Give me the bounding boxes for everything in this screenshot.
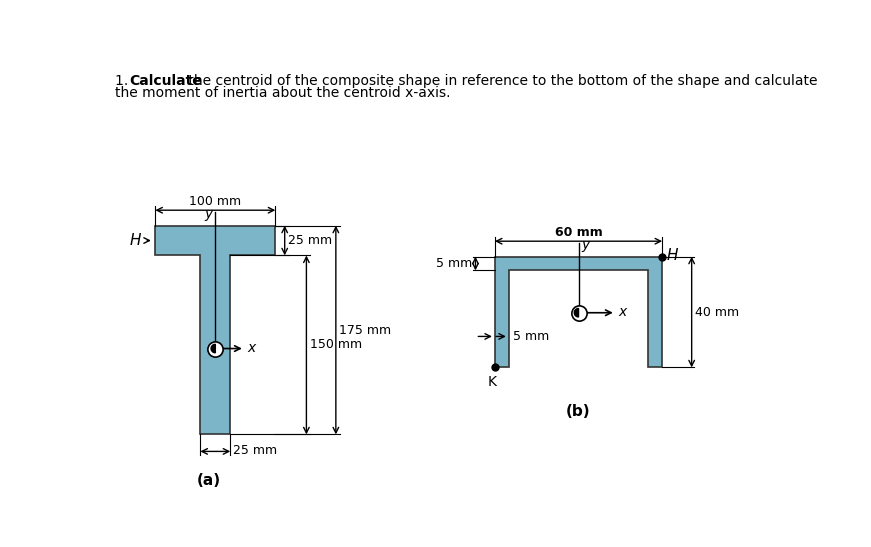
Text: 25 mm: 25 mm (287, 234, 332, 247)
Text: 175 mm: 175 mm (339, 323, 391, 336)
Text: 40 mm: 40 mm (695, 306, 739, 318)
Text: y: y (205, 207, 213, 221)
Polygon shape (495, 257, 662, 368)
Text: 5 mm: 5 mm (513, 330, 549, 343)
Text: 25 mm: 25 mm (233, 444, 278, 457)
Text: x: x (618, 305, 626, 319)
Text: the centroid of the composite shape in reference to the bottom of the shape and : the centroid of the composite shape in r… (184, 74, 818, 88)
Text: H: H (130, 233, 141, 248)
Text: Calculate: Calculate (129, 74, 202, 88)
Text: H: H (666, 248, 678, 263)
Text: 1.: 1. (115, 74, 132, 88)
Polygon shape (574, 309, 578, 317)
Text: 60 mm: 60 mm (555, 226, 603, 239)
Text: K: K (488, 375, 497, 389)
Polygon shape (211, 344, 215, 353)
Text: the moment of inertia about the centroid x-axis.: the moment of inertia about the centroid… (115, 86, 450, 101)
Polygon shape (155, 225, 275, 434)
Text: y: y (581, 238, 589, 252)
Text: (a): (a) (197, 473, 221, 488)
Text: x: x (247, 341, 255, 355)
Text: 150 mm: 150 mm (309, 339, 361, 352)
Text: 100 mm: 100 mm (189, 195, 241, 208)
Text: 5 mm: 5 mm (436, 257, 472, 270)
Text: (b): (b) (566, 404, 591, 420)
